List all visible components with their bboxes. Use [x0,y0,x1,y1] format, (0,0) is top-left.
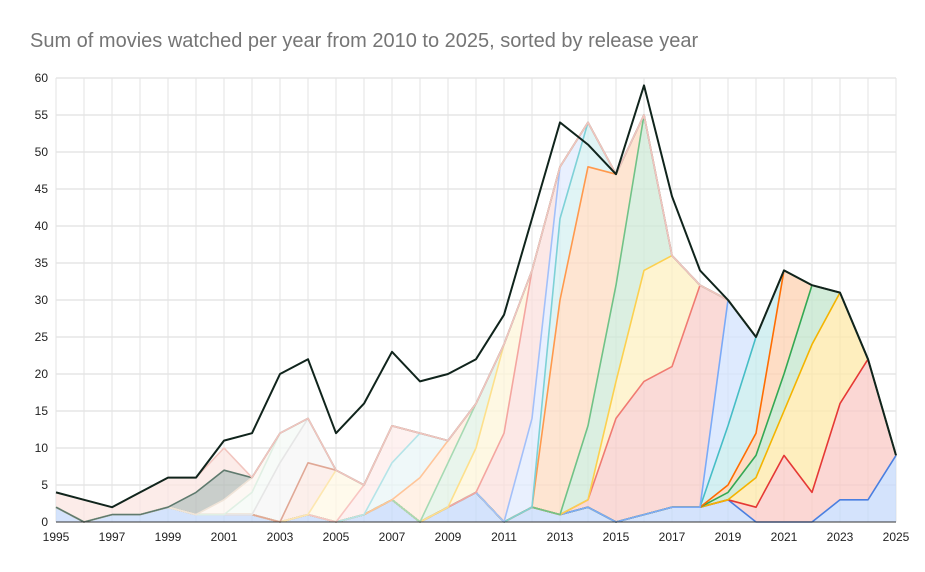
series-area-6 [56,270,896,522]
x-tick-label: 2017 [659,530,686,544]
y-tick-label: 15 [35,404,49,418]
grid [55,77,897,522]
y-tick-label: 50 [35,145,49,159]
y-tick-label: 45 [35,182,49,196]
x-tick-label: 2015 [603,530,630,544]
x-tick-label: 2023 [827,530,854,544]
y-tick-label: 60 [35,71,49,85]
series-area-3 [56,285,896,522]
y-tick-label: 20 [35,367,49,381]
x-tick-label: 2025 [883,530,910,544]
x-tick-label: 2013 [547,530,574,544]
total-line [55,84,897,509]
chart-title: Sum of movies watched per year from 2010… [30,30,699,52]
y-tick-label: 35 [35,256,49,270]
x-tick-label: 2005 [323,530,350,544]
x-tick-label: 2021 [771,530,798,544]
y-tick-label: 30 [35,293,49,307]
x-tick-label: 2009 [435,530,462,544]
series-area-7 [56,270,896,522]
y-tick-label: 5 [41,478,48,492]
x-tick-label: 2003 [267,530,294,544]
series-area-8 [56,255,896,522]
x-tick-label: 1995 [43,530,70,544]
series-area-1 [56,359,896,522]
x-tick-label: 2001 [211,530,238,544]
series-area-15 [56,115,896,522]
y-tick-label: 40 [35,219,49,233]
x-tick-label: 2019 [715,530,742,544]
y-tick-label: 25 [35,330,49,344]
total-line-group [55,84,897,509]
y-tick-label: 10 [35,441,49,455]
y-tick-label: 0 [41,515,48,529]
y-tick-label: 55 [35,108,49,122]
x-tick-label: 2011 [491,530,517,544]
x-tick-label: 1997 [99,530,126,544]
x-tick-label: 2007 [379,530,406,544]
x-tick-label: 1999 [155,530,182,544]
